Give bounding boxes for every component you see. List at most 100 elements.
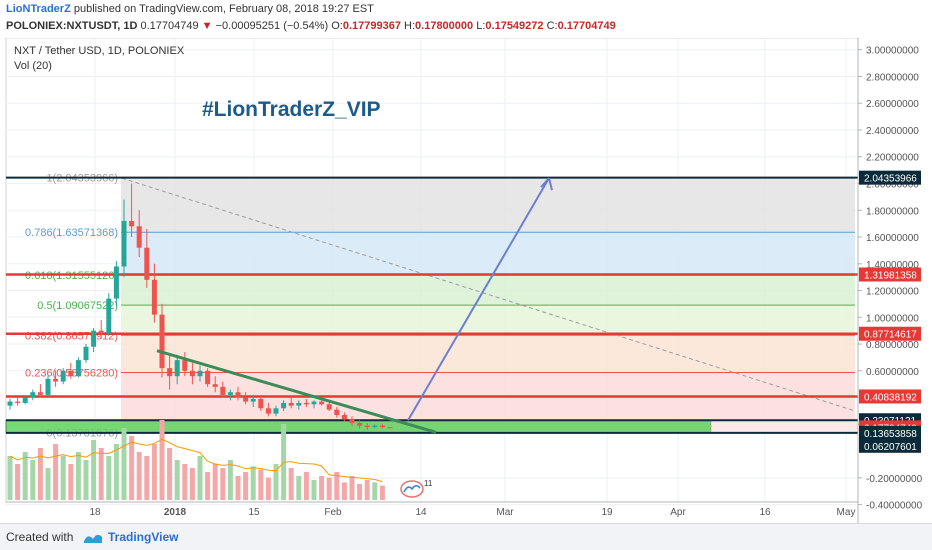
candle-body <box>98 330 104 334</box>
y-tick-label: 0.60000000 <box>866 367 919 378</box>
volume-bar <box>311 480 317 500</box>
fib-zones <box>121 177 855 433</box>
volume-bar <box>357 484 363 500</box>
price-change: −0.00095251 (−0.54%) <box>215 20 329 32</box>
volume-bar <box>334 472 340 500</box>
volume-bars <box>7 420 385 500</box>
badge-count: 11 <box>424 479 433 488</box>
x-tick-label: 19 <box>601 507 613 518</box>
x-tick-label: 18 <box>89 507 101 518</box>
candle-body <box>7 401 13 406</box>
volume-label: Vol (20) <box>14 60 52 72</box>
volume-bar <box>265 477 271 500</box>
volume-bar <box>30 460 36 500</box>
price-labels: 2.04353966 1.31981358 0.87714617 0.40838192… <box>859 170 921 453</box>
x-tick-label: 14 <box>415 507 427 518</box>
candle-body <box>45 378 51 395</box>
volume-bar <box>144 456 150 500</box>
candle-body <box>387 427 393 429</box>
price-label-pill <box>859 267 921 282</box>
candle-body <box>319 401 325 405</box>
chart-canvas[interactable]: 1(2.04353966)0.786(1.63571368)0.618(1.31… <box>0 38 932 523</box>
price-label-text: 0.87714617 <box>864 330 917 341</box>
candle-body <box>182 360 188 371</box>
watermark-text: #LionTraderZ_VIP <box>202 98 381 121</box>
candle-body <box>273 408 279 414</box>
volume-bar <box>174 460 180 500</box>
volume-bar <box>341 482 347 500</box>
tv-badge-wave <box>403 485 421 493</box>
descending-trendline <box>156 349 437 434</box>
fib-diagonal <box>121 177 856 412</box>
fib-zone <box>121 305 855 336</box>
volume-bar <box>151 444 157 500</box>
drawings[interactable] <box>156 177 553 434</box>
volume-bar <box>22 452 28 500</box>
y-tick-label: -0.20000000 <box>866 474 923 485</box>
volume-bar <box>15 464 21 500</box>
volume-bar <box>106 456 112 500</box>
y-tick-label: 2.60000000 <box>866 99 919 110</box>
created-with-text: Created with <box>6 530 74 544</box>
candle-body <box>159 314 165 369</box>
y-tick-label: 2.20000000 <box>866 153 919 164</box>
candle-body <box>15 401 21 403</box>
support-zone-extension <box>710 419 859 434</box>
candle-body <box>205 370 211 385</box>
candle-body <box>349 418 355 423</box>
y-tick-label: 2.40000000 <box>866 126 919 137</box>
candle-body <box>113 266 119 299</box>
x-tick-label: 15 <box>248 507 260 518</box>
candle-body <box>258 398 264 409</box>
candle-body <box>303 402 309 405</box>
candle-body <box>174 360 180 377</box>
author-link[interactable]: LioNTraderZ <box>6 3 71 15</box>
y-tick-label: 2.80000000 <box>866 72 919 83</box>
candle-body <box>326 404 332 410</box>
x-tick-label: 2018 <box>164 507 187 518</box>
volume-bar <box>205 472 211 500</box>
volume-bar <box>372 482 378 500</box>
candle-body <box>30 392 36 398</box>
volume-bar <box>83 460 89 500</box>
tv-watermark-icon: 11 <box>400 479 433 498</box>
volume-bar <box>212 464 218 500</box>
fib-label: 0.382(0.86579912) <box>25 330 118 342</box>
x-tick-label: 16 <box>759 507 771 518</box>
tradingview-logo-icon <box>84 534 102 543</box>
time-axis[interactable]: 18 2018 15 Feb 14 Mar 19 Apr 16 May <box>6 501 858 518</box>
tradingview-brand[interactable]: TradingView <box>108 530 179 544</box>
volume-bar <box>379 485 385 500</box>
volume-bar <box>258 469 264 500</box>
x-tick-label: Feb <box>324 507 342 518</box>
candle-body <box>189 370 195 377</box>
candlesticks <box>7 183 393 430</box>
price-label-pill <box>859 438 921 453</box>
candle-body <box>60 370 66 382</box>
candle-body <box>151 279 157 315</box>
volume-bar <box>98 448 104 500</box>
volume-bar <box>159 420 165 500</box>
candle-body <box>296 402 302 406</box>
chart-title: NXT / Tether USD, 1D, POLONIEX <box>14 45 185 57</box>
candle-body <box>106 298 112 334</box>
volume-bar <box>7 456 13 500</box>
price-label-pill <box>859 389 921 404</box>
volume-bar <box>235 476 241 500</box>
volume-bar <box>129 436 135 500</box>
y-tick-label: 1.20000000 <box>866 287 919 298</box>
y-tick-label: 3.00000000 <box>866 46 919 57</box>
y-tick-label: 2.00000000 <box>866 179 919 190</box>
symbol-line: POLONIEX:NXTUSDT, 1D 0.17704749 ▼ −0.000… <box>6 20 616 32</box>
volume-bar <box>349 476 355 500</box>
candle-body <box>144 247 150 280</box>
volume-bar <box>250 466 256 500</box>
candle-body <box>53 378 59 382</box>
y-tick-label: -0.40000000 <box>866 501 923 512</box>
open-label: O: <box>331 20 343 32</box>
price-label-text: 0.13653858 <box>864 429 917 440</box>
volume-bar <box>68 464 74 500</box>
candle-body <box>364 425 370 428</box>
close-label: C: <box>546 20 558 32</box>
y-tick-label: 1.00000000 <box>866 313 919 324</box>
